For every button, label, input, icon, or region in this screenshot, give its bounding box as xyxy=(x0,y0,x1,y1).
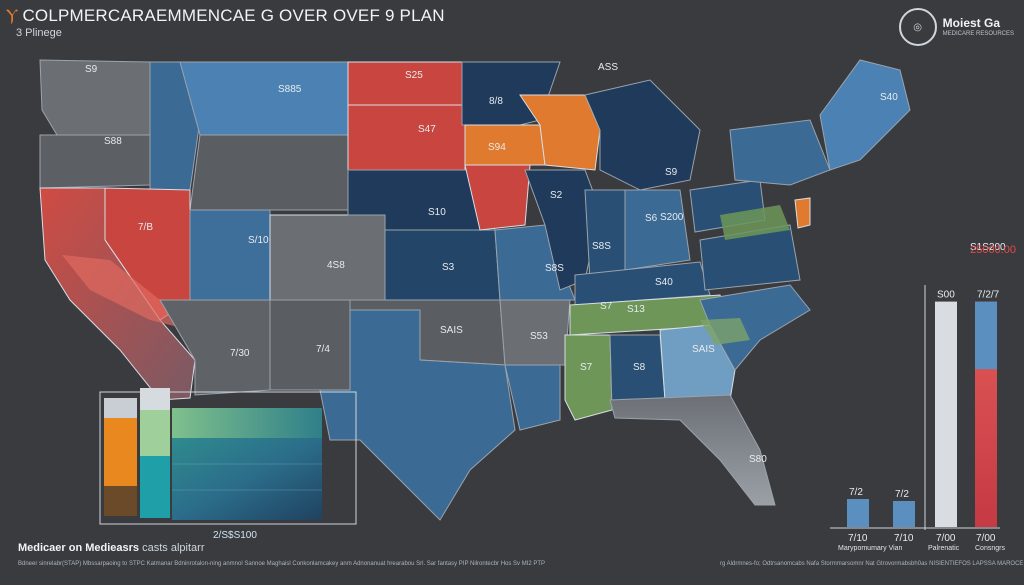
bar-caption-2: Palrenatic xyxy=(928,545,960,552)
inset-total: 2/S$S100 xyxy=(213,530,257,541)
inset-bar-orange xyxy=(104,418,137,486)
brand-block: ◎ Moiest Ga MEDICARE RESOURCES xyxy=(898,8,1014,46)
region-north-dakota xyxy=(347,61,463,106)
region-iowa-red xyxy=(464,164,531,231)
map-label: S6 xyxy=(645,213,658,224)
map-label: S3 xyxy=(442,262,455,273)
bar-caption-3: Consngrs xyxy=(975,545,1005,552)
inset-heat-top xyxy=(172,408,322,438)
region-new-mexico xyxy=(269,299,351,391)
bar-label: 7/10 xyxy=(894,533,914,544)
region-ohio xyxy=(624,189,691,271)
map-label: S200 xyxy=(660,212,684,223)
region-idaho xyxy=(149,61,201,191)
map-label: S13 xyxy=(627,304,645,315)
bar xyxy=(847,499,869,527)
map-label: 7/4 xyxy=(316,344,330,355)
region-louisiana xyxy=(504,364,561,431)
map-label: 7/B xyxy=(138,222,153,233)
map-label: 8/8 xyxy=(489,96,503,107)
bar-top-label: 7/2 xyxy=(895,489,909,500)
inset-bar-lightgreen xyxy=(140,410,170,456)
map-label: S9 xyxy=(665,167,678,178)
footer-note-right: rg Aldrmnes-fo; Odtrsanomcabs Nafa Storm… xyxy=(720,561,1024,567)
region-oregon xyxy=(39,134,151,189)
map-label: S47 xyxy=(418,124,436,135)
map-label: S1S200 xyxy=(970,242,1006,253)
map-label: 4S8 xyxy=(327,260,345,271)
bar-chart: 7/2 7/10 7/2 7/10 S00 7/00 7/2/7 7/00 xyxy=(847,290,1000,544)
footer-title-bold: Medicaer on Medieasrs xyxy=(18,542,140,554)
bar-top-label: 7/2/7 xyxy=(977,290,1000,301)
bar-caption-1: Marypomumary Vian xyxy=(838,545,903,552)
brand-name: Moiest Ga xyxy=(942,16,1001,31)
region-michigan xyxy=(584,79,701,191)
region-california-stripe xyxy=(62,255,190,330)
bar xyxy=(893,501,915,527)
inset-heat-main xyxy=(172,438,322,520)
bar-label: 7/00 xyxy=(936,533,956,544)
region-kentucky xyxy=(574,261,711,306)
map-label: S40 xyxy=(880,92,898,103)
brand-mark-icon: Ⲩ xyxy=(6,6,19,25)
inset-frame xyxy=(99,391,357,525)
map-label: S8S xyxy=(545,263,564,274)
map-label: S53 xyxy=(530,331,548,342)
inset-bar-light xyxy=(104,398,137,418)
page-subtitle: 3 Plinege xyxy=(16,27,62,39)
map-label: S10 xyxy=(428,207,446,218)
region-indiana xyxy=(584,189,626,281)
region-new-york xyxy=(729,119,831,186)
inset-bar-teal xyxy=(140,456,170,518)
bar-label: 7/00 xyxy=(976,533,996,544)
map-label: S885 xyxy=(278,84,302,95)
region-wyoming xyxy=(189,134,349,211)
inset-bar-top xyxy=(140,388,170,410)
region-new-england xyxy=(819,59,911,171)
map-label: S9 xyxy=(85,64,98,75)
map-label: S8 xyxy=(633,362,646,373)
bar-top-label: S00 xyxy=(937,290,955,301)
chart-big-value: 25000.00 xyxy=(970,244,1016,256)
region-colorado xyxy=(269,214,386,301)
map-label: S2 xyxy=(550,190,563,201)
map-label: ASS xyxy=(598,62,618,73)
bar-top-label: 7/2 xyxy=(849,487,863,498)
map-label: S80 xyxy=(749,454,767,465)
map-label: S88 xyxy=(104,136,122,147)
region-carolinas-green xyxy=(700,318,750,345)
region-mississippi xyxy=(564,334,613,421)
bar-top-segment xyxy=(975,301,997,370)
region-montana xyxy=(179,61,349,136)
footer-note-left: Bdneer sinrelabr(STAP) Mbssarpaoing to S… xyxy=(18,561,546,567)
map-label: 7/30 xyxy=(230,348,250,359)
seal-icon: ◎ xyxy=(898,8,937,46)
map-label: S7 xyxy=(580,362,593,373)
footer-title: Medicaer on Medieasrs casts alpitarr xyxy=(18,542,204,554)
page-title-text: COLPMERCARAEMMENCAE G OVER OVEF 9 PLAN xyxy=(22,6,445,25)
map-label: S94 xyxy=(488,142,506,153)
region-south-dakota xyxy=(347,104,466,171)
map-label: S8S xyxy=(592,241,611,252)
inset-bar-brown xyxy=(104,486,137,516)
bar xyxy=(935,301,957,527)
region-virginia-green xyxy=(720,205,790,240)
region-new-jersey xyxy=(794,197,811,229)
page-title: Ⲩ COLPMERCARAEMMENCAE G OVER OVEF 9 PLAN xyxy=(6,6,445,26)
region-texas xyxy=(319,309,516,521)
map-label: SAIS xyxy=(440,325,463,336)
footer-title-rest: casts alpitarr xyxy=(142,542,205,554)
region-florida xyxy=(609,394,776,506)
map-label: S40 xyxy=(655,277,673,288)
map-label: SAIS xyxy=(692,344,715,355)
map-label: S/10 xyxy=(248,235,269,246)
inset-heat-stripe xyxy=(172,463,322,491)
bar-label: 7/10 xyxy=(848,533,868,544)
map-label: S7 xyxy=(600,301,613,312)
brand-tagline: MEDICARE RESOURCES xyxy=(942,30,1014,37)
map-label: S25 xyxy=(405,70,423,81)
region-utah xyxy=(189,209,271,301)
